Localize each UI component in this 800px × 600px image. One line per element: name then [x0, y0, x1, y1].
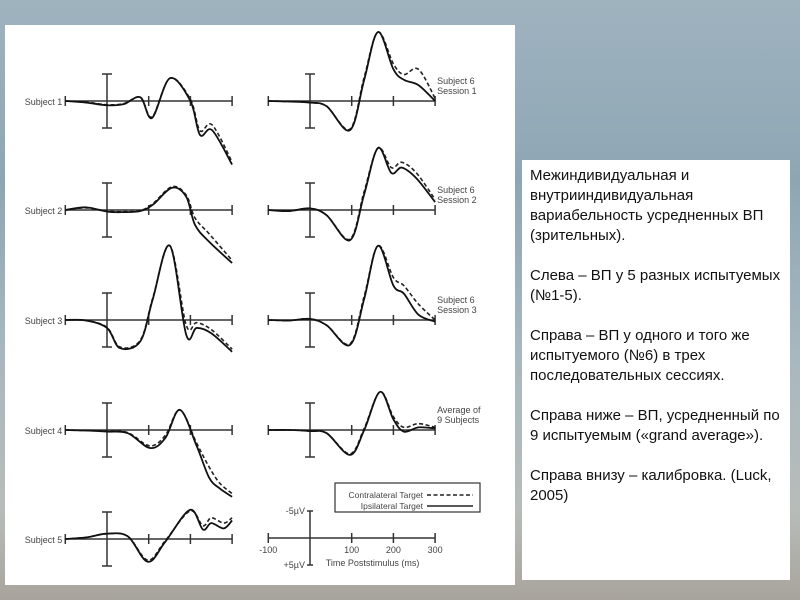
calibration-bottom-label: +5µV: [284, 560, 305, 570]
erp-figure: Subject 1 Subject 2 Subject 3 Subject 4 Subj…: [5, 25, 515, 585]
ipsilateral-waveform: [268, 31, 436, 132]
panel-label: Subject 6: [437, 76, 475, 86]
calibration-top-label: -5µV: [286, 506, 305, 516]
contralateral-waveform: [65, 77, 233, 163]
calibration: -100 100 200 300 -5µV +5µV Time Poststimulus (…: [259, 506, 442, 570]
panel-label: Average of: [437, 405, 481, 415]
tick-label: -100: [259, 545, 277, 555]
ipsilateral-waveform: [65, 244, 233, 353]
description-p3: Справа – ВП у одного и того же испытуемо…: [530, 327, 750, 384]
panel-label: Subject 2: [25, 206, 63, 216]
contralateral-waveform: [65, 185, 233, 261]
panel-label: Session 1: [437, 86, 477, 96]
ipsilateral-waveform: [268, 244, 436, 347]
tick-label: 200: [386, 545, 401, 555]
erp-panel: Subject 4: [25, 402, 233, 498]
x-axis-title: Time Poststimulus (ms): [326, 558, 420, 568]
ipsilateral-waveform: [268, 147, 436, 242]
erp-chart: Subject 1 Subject 2 Subject 3 Subject 4 Subj…: [25, 31, 481, 570]
panel-label: Subject 3: [25, 316, 63, 326]
erp-panel: Average of9 Subjects: [267, 390, 481, 458]
legend-box: [334, 482, 481, 513]
panel-label: Subject 6: [437, 185, 475, 195]
erp-panel: Subject 2: [25, 182, 233, 264]
erp-panel: Subject 5: [25, 508, 233, 567]
legend-label: Contralateral Target: [349, 490, 424, 500]
description-p2: Слева – ВП у 5 разных испытуемых (№1-5).: [530, 267, 781, 304]
description-box: Межиндивидуальная и внутрииндивидуальная…: [522, 160, 790, 580]
contralateral-waveform: [268, 31, 436, 131]
tick-label: 300: [428, 545, 443, 555]
panel-label: Subject 1: [25, 97, 63, 107]
contralateral-waveform: [65, 244, 233, 350]
contralateral-waveform: [268, 391, 436, 455]
ipsilateral-waveform: [268, 390, 436, 456]
panel-label: Subject 5: [25, 535, 63, 545]
ipsilateral-waveform: [65, 186, 233, 264]
panel-label: Subject 4: [25, 426, 63, 436]
ipsilateral-waveform: [65, 408, 233, 498]
legend-label: Ipsilateral Target: [361, 501, 424, 511]
ipsilateral-waveform: [65, 508, 233, 563]
contralateral-waveform: [268, 146, 436, 241]
contralateral-waveform: [268, 244, 436, 346]
panel-label: 9 Subjects: [437, 415, 480, 425]
panel-label: Session 3: [437, 305, 477, 315]
erp-panel: Subject 3: [25, 244, 233, 353]
description-p1: Межиндивидуальная и внутрииндивидуальная…: [530, 167, 764, 244]
contralateral-waveform: [65, 409, 233, 495]
description-p4: Справа ниже – ВП, усредненный по 9 испыт…: [530, 407, 780, 444]
ipsilateral-waveform: [65, 77, 233, 166]
description-p5: Справа внизу – калибровка. (Luck, 2005): [530, 467, 772, 504]
erp-panel: Subject 1: [25, 73, 233, 166]
panel-label: Session 2: [437, 195, 477, 205]
panel-label: Subject 6: [437, 295, 475, 305]
tick-label: 100: [344, 545, 359, 555]
